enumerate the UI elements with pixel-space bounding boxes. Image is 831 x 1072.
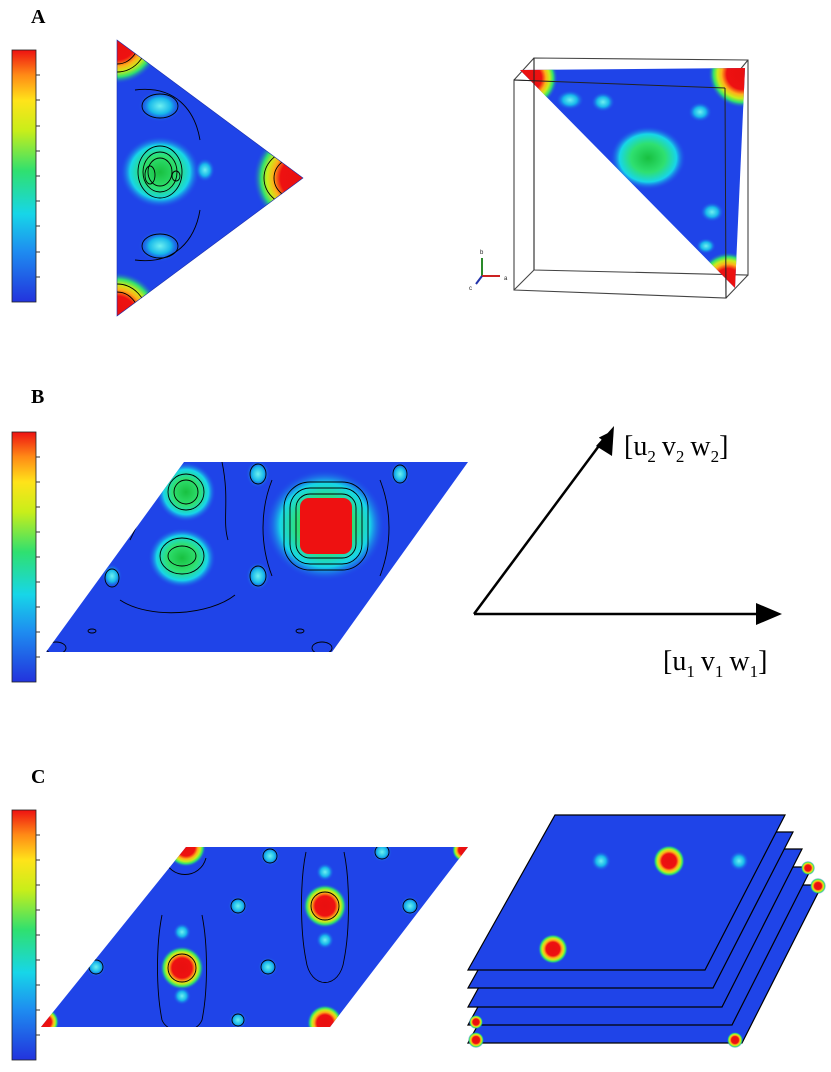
vector-2-arrow (472, 432, 609, 615)
colorbar-a-ticks (36, 74, 40, 278)
vector-1-label: [u1 v1 w1] (663, 646, 767, 681)
colorbar-c (11, 809, 40, 1061)
panel-b-label: B (31, 386, 45, 408)
panel-c-stacked-slabs (466, 814, 826, 1048)
panel-c-label: C (31, 766, 46, 788)
panel-a-cube-view (513, 57, 749, 299)
axis-label-c: c (469, 286, 472, 292)
slab-layer-top (466, 814, 786, 971)
basis-vectors (472, 426, 782, 625)
vector-2-label: [u2 v2 w2] (624, 431, 728, 466)
panel-b-parallelogram-map (46, 462, 468, 652)
axes-triad: b a c (469, 250, 508, 292)
panel-c-parallelogram-map (41, 847, 468, 1027)
axis-label-b: b (480, 250, 484, 256)
axis-label-a: a (504, 276, 508, 282)
panel-a-triangle-map (116, 39, 304, 317)
colorbar-b (11, 431, 40, 683)
panel-a-label: A (31, 6, 46, 28)
colorbar-a (11, 49, 40, 303)
